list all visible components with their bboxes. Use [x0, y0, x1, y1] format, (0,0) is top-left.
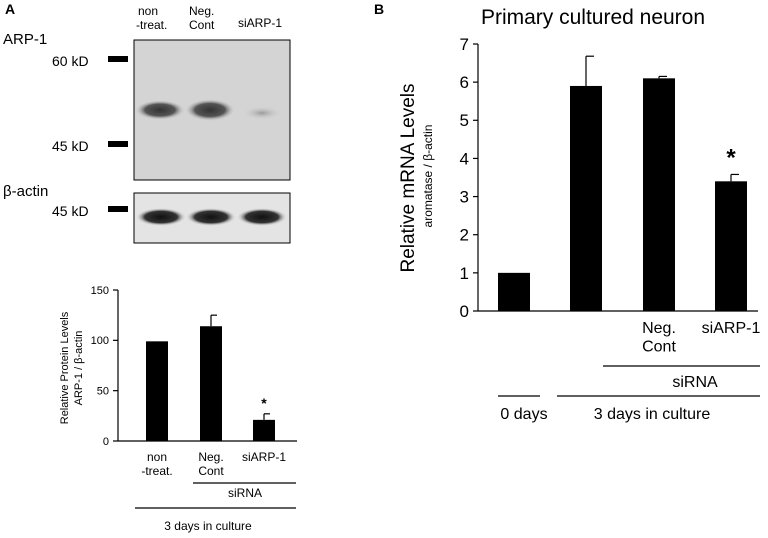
bar — [200, 326, 222, 441]
zero-days-label: 0 days — [500, 406, 547, 423]
bar — [715, 181, 747, 311]
y-tick-label: 3 — [460, 188, 469, 207]
culture-label: 3 days in culture — [164, 519, 252, 533]
actin-band-lane2 — [186, 208, 236, 226]
lane-2-label-line2: Cont — [189, 18, 215, 32]
category-label: Neg. — [198, 450, 223, 464]
actin-marker-tick — [108, 206, 128, 212]
chart-a-marks: 0 50 100 150 non-treat. Neg.Cont * siARP-1 siRNA… — [91, 285, 297, 533]
chart-a-ylabel: Relative Protein Levels — [59, 311, 71, 424]
y-tick-label: 150 — [91, 285, 109, 297]
arp1-band-lane2 — [185, 99, 235, 121]
category-label: -treat. — [141, 464, 172, 478]
category-label: Cont — [198, 464, 224, 478]
chart-b-marks: 0 1 2 3 4 5 6 7 Neg.Cont * siARP-1 siRNA 0 days 3 day… — [460, 35, 761, 423]
actin-band-lane3 — [237, 208, 287, 226]
sirna-group-label: siRNA — [672, 374, 718, 391]
y-tick-label: 2 — [460, 226, 469, 245]
panel-a-letter: A — [5, 1, 15, 17]
lane-3-label: siARP-1 — [238, 16, 282, 30]
category-label: siARP-1 — [702, 320, 761, 337]
y-tick-label: 1 — [460, 264, 469, 283]
panel-b-letter: B — [374, 1, 384, 17]
y-tick-label: 4 — [460, 149, 469, 168]
bar — [253, 419, 275, 441]
category-label: Neg. — [642, 320, 676, 337]
marker-60kd-label: 60 kD — [52, 53, 89, 69]
y-tick-label: 0 — [460, 302, 469, 321]
lane-1-label-line2: -treat. — [136, 18, 167, 32]
y-tick-label: 100 — [91, 335, 109, 347]
marker-60kd-tick — [108, 56, 128, 62]
bar — [570, 85, 602, 311]
category-label: siARP-1 — [242, 450, 286, 464]
bar — [643, 78, 675, 311]
three-days-label: 3 days in culture — [594, 406, 711, 423]
actin-blot — [133, 192, 291, 244]
actin-band-lane1 — [136, 208, 186, 226]
protein-levels-chart: Relative Protein Levels ARP-1 / β-actin … — [59, 285, 297, 533]
bar — [146, 341, 168, 441]
marker-45kd-label: 45 kD — [52, 138, 89, 154]
arp1-band-lane3 — [242, 106, 282, 120]
blot-lane-labels: non -treat. Neg. Cont siARP-1 — [136, 4, 282, 32]
marker-45kd-tick — [108, 141, 128, 147]
significance-marker: * — [726, 144, 736, 171]
bar — [498, 272, 530, 311]
protein-label: ARP-1 — [3, 31, 47, 48]
sirna-group-label: siRNA — [228, 486, 262, 500]
y-tick-label: 50 — [97, 386, 109, 398]
y-tick-label: 5 — [460, 111, 469, 130]
chart-b-title: Primary cultured neuron — [481, 6, 705, 29]
lane-2-label-line1: Neg. — [189, 4, 214, 18]
arp1-band-lane1 — [135, 100, 185, 120]
significance-marker: * — [261, 395, 267, 411]
actin-marker-label: 45 kD — [52, 203, 89, 219]
lane-1-label-line1: non — [138, 4, 158, 18]
y-tick-label: 0 — [103, 436, 109, 448]
y-tick-label: 7 — [460, 35, 469, 54]
category-label: non — [147, 450, 167, 464]
chart-b-ylabel: Relative mRNA Levels — [398, 83, 419, 272]
actin-label: β-actin — [3, 183, 48, 200]
arp1-blot — [133, 39, 291, 181]
mrna-levels-chart: Relative mRNA Levels aromatase / β-actin… — [398, 35, 760, 423]
category-label: Cont — [642, 338, 676, 355]
y-tick-label: 6 — [460, 73, 469, 92]
chart-b-ylabel2: aromatase / β-actin — [421, 125, 435, 228]
chart-a-ylabel2: ARP-1 / β-actin — [73, 331, 85, 406]
